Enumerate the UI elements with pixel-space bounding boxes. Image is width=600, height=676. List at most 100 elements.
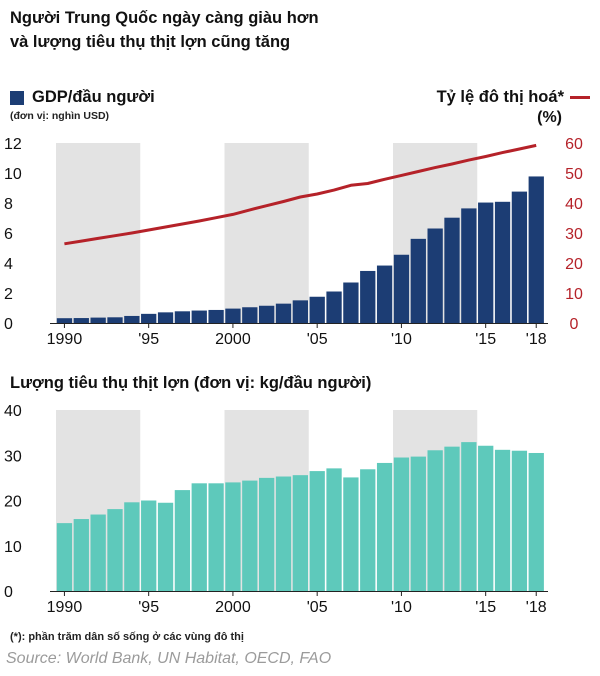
bar-1999 bbox=[208, 483, 224, 591]
y-right-tick-label: 50 bbox=[565, 166, 583, 183]
bar-1991 bbox=[73, 519, 89, 591]
y-left-tick-label: 20 bbox=[4, 494, 22, 511]
bar-2005 bbox=[309, 296, 325, 323]
bar-2016 bbox=[494, 201, 511, 323]
bar-2012 bbox=[427, 450, 443, 591]
y-right-tick-label: 10 bbox=[565, 286, 583, 303]
y-left-tick-label: 6 bbox=[4, 226, 13, 243]
legend-gdp: GDP/đầu người (đơn vị: nghìn USD) bbox=[10, 88, 155, 122]
bar-2016 bbox=[494, 449, 511, 591]
bar-1991 bbox=[73, 318, 89, 323]
x-tick-label: '05 bbox=[307, 599, 328, 616]
shaded-band-1 bbox=[224, 143, 309, 323]
bar-1994 bbox=[124, 315, 140, 323]
x-tick-label: '10 bbox=[391, 599, 412, 616]
legend-urban: Tỷ lệ đô thị hoá* (%) bbox=[437, 88, 590, 127]
y-left-tick-label: 30 bbox=[4, 448, 22, 465]
bar-1995 bbox=[141, 500, 157, 591]
x-tick-label: 2000 bbox=[215, 331, 251, 348]
x-tick-label: 1990 bbox=[47, 599, 83, 616]
bar-2001 bbox=[242, 307, 258, 323]
bar-1992 bbox=[90, 317, 106, 323]
bar-2007 bbox=[343, 282, 359, 323]
y-left-tick-label: 8 bbox=[4, 196, 13, 213]
bar-1990 bbox=[56, 523, 73, 591]
bar-2005 bbox=[309, 471, 325, 591]
bar-2009 bbox=[376, 462, 393, 591]
y-left-tick-label: 2 bbox=[4, 286, 13, 303]
bar-1996 bbox=[157, 502, 174, 591]
footnote: (*): phần trăm dân số sống ở các vùng đô… bbox=[10, 631, 244, 643]
y-left-tick-label: 10 bbox=[4, 166, 22, 183]
bar-1993 bbox=[107, 317, 123, 323]
y-left-tick-label: 0 bbox=[4, 584, 13, 601]
bar-2017 bbox=[511, 450, 528, 591]
y-left-tick-label: 10 bbox=[4, 539, 22, 556]
bar-2002 bbox=[259, 305, 275, 323]
bar-2018 bbox=[528, 452, 544, 591]
bar-2004 bbox=[292, 300, 308, 323]
pork-chart-title: Lượng tiêu thụ thịt lợn (đơn vị: kg/đầu … bbox=[10, 374, 372, 392]
x-tick-label: '95 bbox=[138, 599, 159, 616]
x-tick-label: '05 bbox=[307, 331, 328, 348]
title-line-2: và lượng tiêu thụ thịt lợn cũng tăng bbox=[10, 33, 291, 51]
bar-1994 bbox=[124, 502, 140, 591]
legend-urban-line bbox=[570, 96, 590, 99]
bar-2008 bbox=[360, 270, 376, 323]
legend-urban-label: Tỷ lệ đô thị hoá* bbox=[436, 88, 564, 106]
x-tick-label: 2000 bbox=[215, 599, 251, 616]
urbanization-line bbox=[64, 143, 537, 246]
bar-1992 bbox=[90, 514, 106, 591]
x-tick-label: '18 bbox=[526, 599, 547, 616]
bar-2018 bbox=[528, 176, 544, 323]
legend-gdp-unit: (đơn vị: nghìn USD) bbox=[10, 110, 110, 122]
bar-2003 bbox=[275, 303, 292, 323]
bar-1999 bbox=[208, 309, 224, 323]
bar-2015 bbox=[478, 445, 494, 591]
bar-2007 bbox=[343, 477, 359, 591]
y-right-tick-label: 40 bbox=[565, 196, 583, 213]
x-tick-label: '10 bbox=[391, 331, 412, 348]
bar-1996 bbox=[157, 312, 174, 323]
y-right-tick-label: 20 bbox=[565, 256, 583, 273]
bar-2001 bbox=[242, 480, 258, 591]
chart-title: Người Trung Quốc ngày càng giàu hơn và l… bbox=[10, 6, 590, 54]
bar-2003 bbox=[275, 476, 292, 591]
bar-2011 bbox=[410, 238, 426, 323]
x-tick-label: '95 bbox=[138, 331, 159, 348]
bar-2002 bbox=[259, 477, 275, 591]
legend-gdp-swatch bbox=[10, 90, 24, 105]
y-left-tick-label: 0 bbox=[4, 316, 13, 333]
bar-2011 bbox=[410, 456, 426, 591]
legend-gdp-label: GDP/đầu người bbox=[32, 88, 155, 106]
title-line-1: Người Trung Quốc ngày càng giàu hơn bbox=[10, 9, 319, 27]
bar-1993 bbox=[107, 509, 123, 591]
x-tick-label: '15 bbox=[475, 331, 496, 348]
bar-2000 bbox=[225, 308, 241, 323]
bar-1998 bbox=[191, 483, 207, 591]
bar-2010 bbox=[393, 457, 410, 591]
bar-2017 bbox=[511, 191, 528, 323]
bar-1998 bbox=[191, 310, 207, 323]
bar-1997 bbox=[174, 490, 191, 591]
source-note: Source: World Bank, UN Habitat, OECD, FA… bbox=[6, 650, 332, 667]
y-right-tick-label: 30 bbox=[565, 226, 583, 243]
y-left-tick-label: 4 bbox=[4, 256, 13, 273]
y-right-tick-label: 0 bbox=[570, 316, 579, 333]
bar-1990 bbox=[56, 318, 73, 323]
bar-1995 bbox=[141, 313, 157, 323]
bar-2006 bbox=[326, 468, 342, 591]
bar-2006 bbox=[326, 291, 342, 323]
legend-urban-unit: (%) bbox=[537, 109, 562, 126]
bar-2000 bbox=[225, 482, 241, 591]
bar-2012 bbox=[427, 228, 443, 323]
y-right-tick-label: 60 bbox=[565, 136, 583, 153]
bar-2009 bbox=[376, 265, 393, 323]
y-left-tick-label: 12 bbox=[4, 136, 22, 153]
bar-2014 bbox=[461, 442, 477, 591]
y-left-tick-label: 40 bbox=[4, 403, 22, 420]
bar-2013 bbox=[444, 446, 460, 591]
bar-2004 bbox=[292, 475, 308, 591]
bar-2015 bbox=[478, 202, 494, 323]
